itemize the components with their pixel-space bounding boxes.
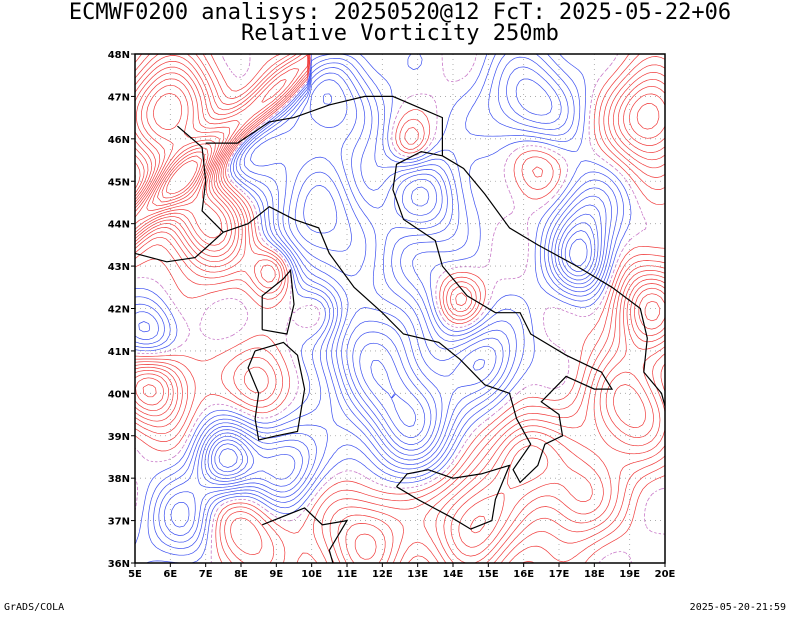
y-tick-label: 38N xyxy=(108,474,130,485)
negative-contour xyxy=(135,54,632,563)
y-tick-label: 39N xyxy=(108,432,130,443)
y-tick-label: 48N xyxy=(108,50,130,61)
x-axis-ticks: 5E 6E 7E 8E 9E 10E 11E 12E 13E 14E 15E 16E 17E 18E 19E… xyxy=(128,563,676,580)
coastline xyxy=(261,507,349,563)
y-tick-label: 47N xyxy=(108,92,130,103)
x-tick-label: 15E xyxy=(478,569,499,580)
negative-contour xyxy=(135,54,618,549)
x-tick-label: 11E xyxy=(337,569,358,580)
positive-contour xyxy=(152,147,209,207)
y-tick-label: 37N xyxy=(108,517,130,528)
y-tick-label: 44N xyxy=(108,220,130,231)
negative-contour xyxy=(218,359,417,468)
x-tick-label: 5E xyxy=(128,569,142,580)
negative-contour xyxy=(214,238,588,473)
x-tick-label: 13E xyxy=(407,569,428,580)
coastline xyxy=(247,341,306,441)
negative-contour xyxy=(204,79,599,482)
positive-contour xyxy=(135,54,665,563)
chart-title: ECMWF0200 analisys: 20250520@12 FcT: 202… xyxy=(68,0,732,25)
coastline xyxy=(396,464,511,530)
coastlines-borders xyxy=(135,95,665,563)
positive-contour xyxy=(146,143,213,211)
coastline xyxy=(442,155,665,407)
render-timestamp: 2025-05-20-21:59 xyxy=(689,602,786,613)
y-tick-label: 43N xyxy=(108,262,130,273)
positive-contour xyxy=(135,66,665,560)
negative-contour xyxy=(135,54,624,556)
zero-contour xyxy=(135,54,665,563)
coastline xyxy=(135,231,224,263)
negative-vorticity-contours xyxy=(135,54,632,563)
x-tick-label: 14E xyxy=(443,569,464,580)
x-tick-label: 10E xyxy=(301,569,322,580)
y-axis-ticks: 36N 37N 38N 39N 40N 41N 42N 43N 44N 45N 46N 47N 48N xyxy=(108,50,135,570)
coastline xyxy=(177,125,224,233)
negative-contour xyxy=(170,72,602,528)
x-tick-label: 19E xyxy=(619,569,640,580)
x-tick-label: 16E xyxy=(513,569,534,580)
positive-contour xyxy=(135,61,665,563)
x-tick-label: 8E xyxy=(234,569,248,580)
x-tick-label: 12E xyxy=(372,569,393,580)
x-tick-label: 9E xyxy=(269,569,283,580)
positive-contour xyxy=(135,78,665,534)
x-tick-label: 7E xyxy=(199,569,213,580)
x-tick-label: 18E xyxy=(584,569,605,580)
chart-subtitle: Relative Vorticity 250mb xyxy=(241,21,559,46)
positive-contour xyxy=(135,54,665,563)
x-tick-label: 20E xyxy=(655,569,676,580)
positive-contour xyxy=(135,54,665,563)
positive-contour xyxy=(135,72,665,548)
y-tick-label: 36N xyxy=(108,559,130,570)
y-tick-label: 40N xyxy=(108,389,130,400)
y-tick-label: 45N xyxy=(108,177,130,188)
zero-vorticity-contours xyxy=(135,54,665,563)
software-credit: GrADS/COLA xyxy=(4,602,65,613)
plot-area xyxy=(135,54,665,563)
coastline xyxy=(261,268,295,335)
positive-contour xyxy=(161,155,202,199)
x-tick-label: 17E xyxy=(549,569,570,580)
y-tick-label: 46N xyxy=(108,135,130,146)
coastline xyxy=(205,95,443,156)
x-tick-label: 6E xyxy=(163,569,177,580)
negative-contour xyxy=(211,185,592,476)
lat-lon-grid xyxy=(135,54,665,563)
negative-contour xyxy=(138,66,607,536)
positive-contour xyxy=(135,54,665,563)
positive-contour xyxy=(135,93,661,322)
negative-contour xyxy=(135,56,612,543)
coastline xyxy=(223,150,614,484)
y-tick-label: 41N xyxy=(108,347,130,358)
y-tick-label: 42N xyxy=(108,305,130,316)
positive-contour xyxy=(166,160,198,195)
